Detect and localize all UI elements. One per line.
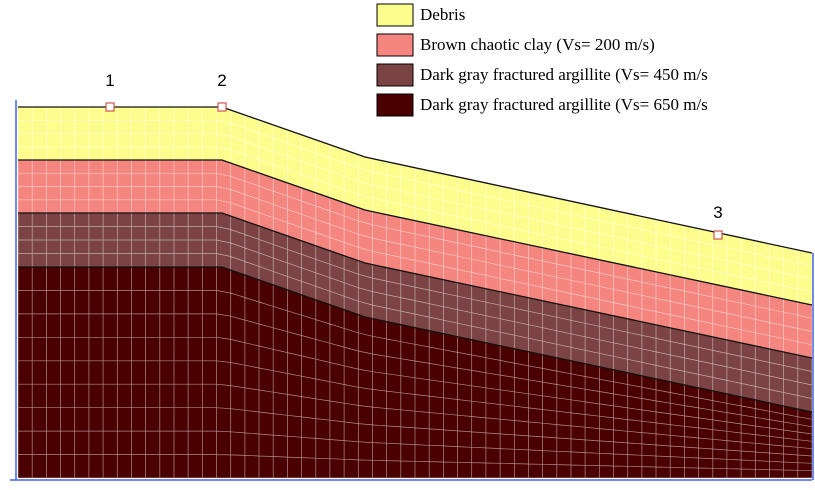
legend-swatch (377, 4, 413, 26)
legend-label: Dark gray fractured argillite (Vs= 450 m… (420, 65, 708, 84)
point-marker (714, 231, 722, 239)
legend-swatch (377, 34, 413, 56)
legend-swatch (377, 64, 413, 86)
slope-model-diagram: 1 2 3 Debris Brown chaotic clay (Vs= 200… (0, 0, 815, 490)
legend-label: Brown chaotic clay (Vs= 200 m/s) (420, 35, 655, 54)
point-label: 2 (217, 71, 226, 90)
point-label: 1 (105, 71, 114, 90)
legend: Debris Brown chaotic clay (Vs= 200 m/s) … (377, 4, 708, 116)
legend-swatch (377, 94, 413, 116)
point-label: 3 (713, 203, 722, 222)
point-marker (218, 103, 226, 111)
legend-label: Dark gray fractured argillite (Vs= 650 m… (420, 95, 708, 114)
point-marker (106, 103, 114, 111)
legend-label: Debris (420, 5, 465, 24)
